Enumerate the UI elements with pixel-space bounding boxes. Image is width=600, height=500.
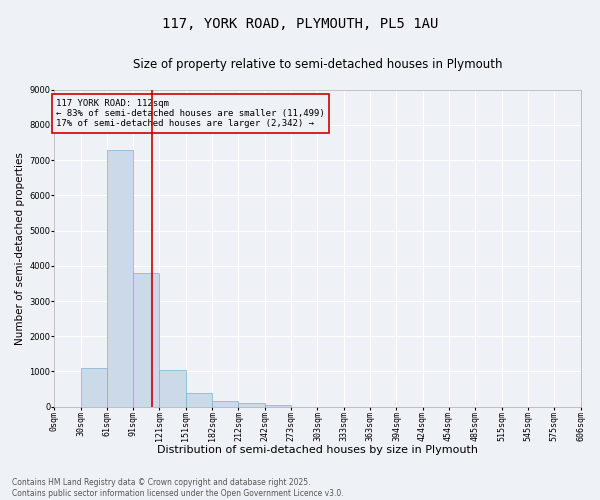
Text: 117, YORK ROAD, PLYMOUTH, PL5 1AU: 117, YORK ROAD, PLYMOUTH, PL5 1AU [162,18,438,32]
Bar [160,370,185,406]
Bar [133,273,160,406]
Bar [238,403,265,406]
Title: Size of property relative to semi-detached houses in Plymouth: Size of property relative to semi-detach… [133,58,502,70]
Bar [212,402,238,406]
X-axis label: Distribution of semi-detached houses by size in Plymouth: Distribution of semi-detached houses by … [157,445,478,455]
Y-axis label: Number of semi-detached properties: Number of semi-detached properties [15,152,25,344]
Bar [107,150,133,406]
Bar [80,368,107,406]
Text: 117 YORK ROAD: 112sqm
← 83% of semi-detached houses are smaller (11,499)
17% of : 117 YORK ROAD: 112sqm ← 83% of semi-deta… [56,98,325,128]
Text: Contains HM Land Registry data © Crown copyright and database right 2025.
Contai: Contains HM Land Registry data © Crown c… [12,478,344,498]
Bar [265,405,292,406]
Bar [185,392,212,406]
